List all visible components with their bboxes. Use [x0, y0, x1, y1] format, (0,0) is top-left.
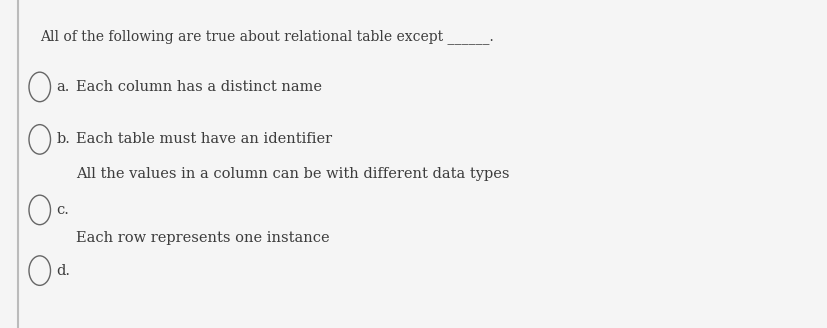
Text: a.: a. [56, 80, 69, 94]
Text: d.: d. [56, 264, 70, 277]
Text: Each row represents one instance: Each row represents one instance [76, 231, 329, 245]
Text: Each column has a distinct name: Each column has a distinct name [76, 80, 322, 94]
Text: b.: b. [56, 133, 70, 146]
Text: Each table must have an identifier: Each table must have an identifier [76, 133, 332, 146]
Text: All the values in a column can be with different data types: All the values in a column can be with d… [76, 167, 509, 181]
Text: All of the following are true about relational table except ______.: All of the following are true about rela… [40, 30, 493, 44]
Text: c.: c. [56, 203, 69, 217]
